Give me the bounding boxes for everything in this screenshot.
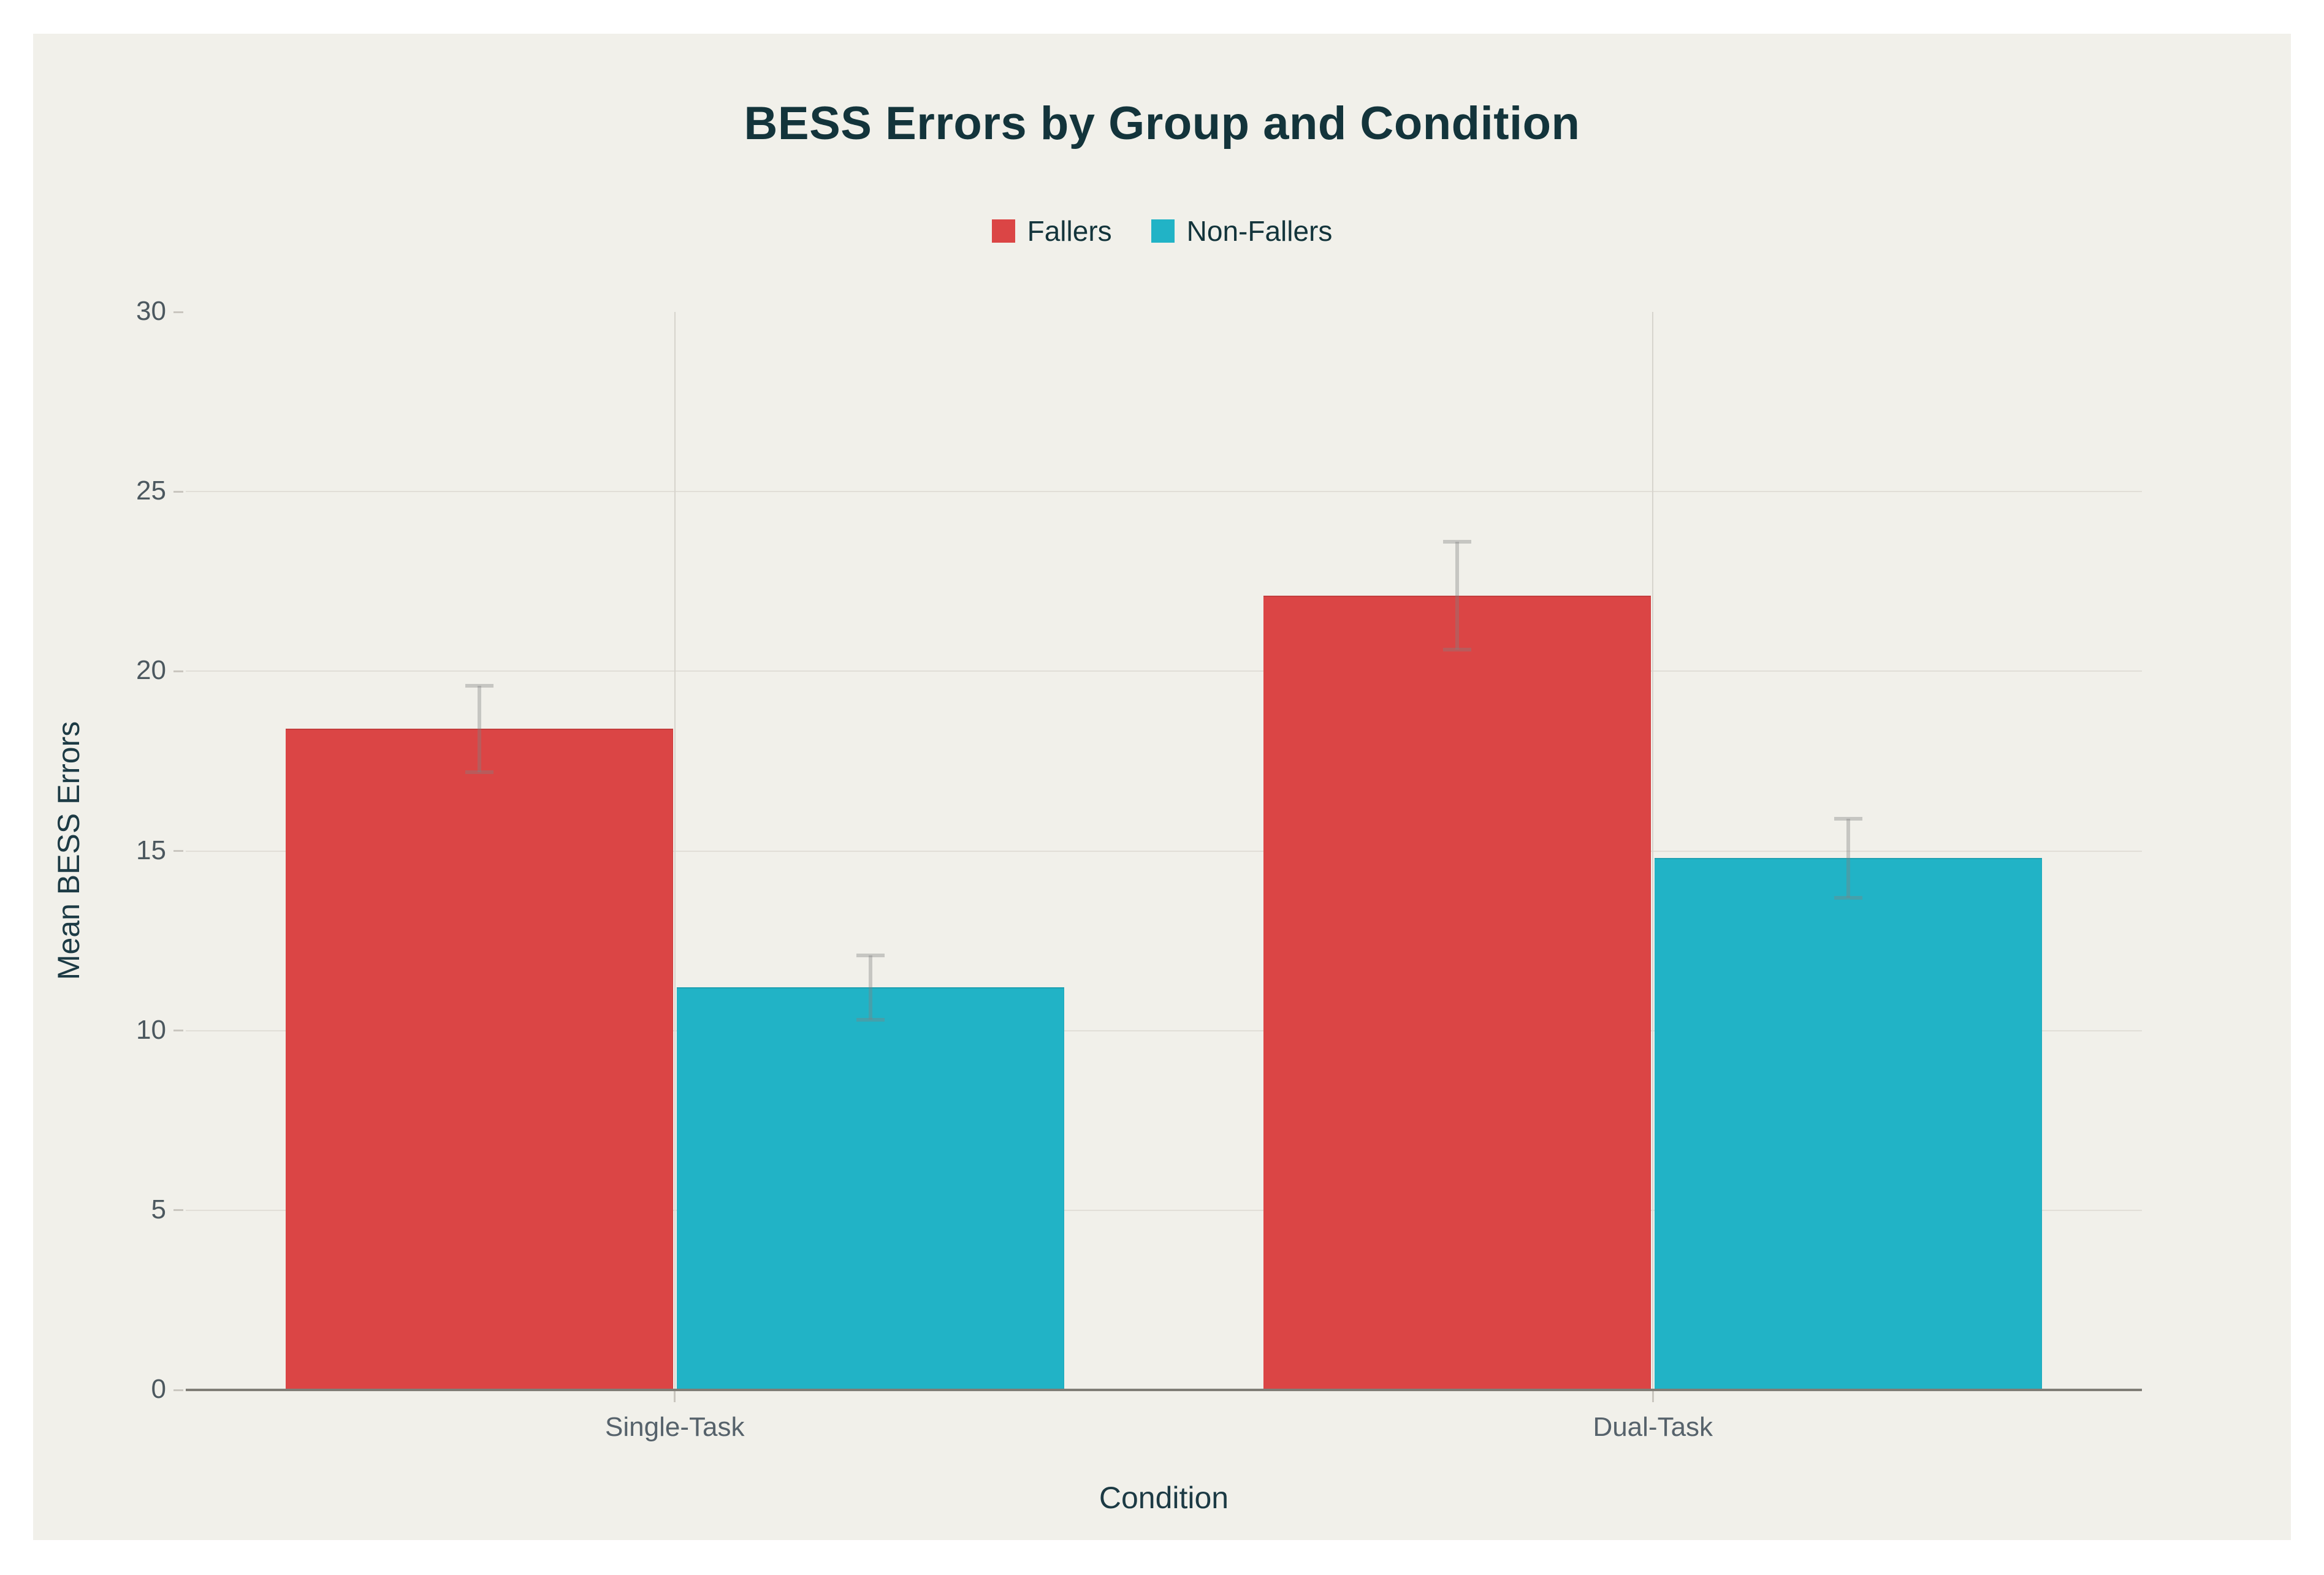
error-bar-cap	[465, 770, 493, 774]
y-gridline	[186, 491, 2142, 493]
legend-item-non-fallers[interactable]: Non-Fallers	[1151, 214, 1333, 248]
y-gridline	[186, 670, 2142, 672]
y-tick-label: 30	[136, 296, 166, 326]
y-tick-mark	[173, 311, 183, 313]
bar-non-fallers-dual-task[interactable]	[1655, 858, 2043, 1390]
x-gridline	[674, 312, 676, 1390]
error-bar-whisker	[1455, 542, 1460, 650]
error-bar-cap	[856, 953, 885, 957]
y-tick-mark	[173, 850, 183, 852]
x-tick-label-dual-task: Dual-Task	[1593, 1412, 1713, 1442]
error-bar-cap	[856, 1018, 885, 1022]
error-bar-cap	[1443, 540, 1472, 544]
y-gridline	[186, 850, 2142, 852]
error-bar-whisker	[477, 685, 481, 772]
error-bar-cap	[1834, 895, 1863, 900]
y-gridline	[186, 1209, 2142, 1211]
y-tick-mark	[173, 1030, 183, 1032]
legend-swatch-icon	[1151, 219, 1175, 243]
y-tick-label: 10	[136, 1014, 166, 1045]
y-gridline	[186, 1030, 2142, 1031]
error-bar-whisker	[1846, 818, 1851, 898]
bar-fallers-dual-task[interactable]	[1263, 596, 1652, 1390]
y-tick-mark	[173, 1209, 183, 1212]
error-bar-cap	[1834, 816, 1863, 821]
y-tick-mark	[173, 670, 183, 672]
x-tick-label-single-task: Single-Task	[605, 1412, 745, 1442]
y-tick-label: 5	[151, 1194, 166, 1224]
x-axis-line	[186, 1389, 2142, 1391]
legend-item-fallers[interactable]: Fallers	[991, 214, 1112, 248]
bar-fallers-single-task[interactable]	[285, 729, 673, 1390]
x-axis-title: Condition	[1099, 1481, 1229, 1515]
x-gridline	[1652, 312, 1654, 1390]
x-tick-mark	[674, 1390, 676, 1402]
y-tick-label: 0	[151, 1374, 166, 1404]
chart-title: BESS Errors by Group and Condition	[744, 97, 1580, 150]
error-bar-cap	[1443, 648, 1472, 652]
error-bar-cap	[465, 683, 493, 688]
legend-label: Fallers	[1027, 215, 1112, 247]
error-bar-whisker	[868, 955, 872, 1020]
y-tick-label: 20	[136, 655, 166, 686]
y-tick-label: 25	[136, 476, 166, 506]
bar-non-fallers-single-task[interactable]	[676, 987, 1064, 1390]
legend-swatch-icon	[991, 219, 1015, 243]
legend: Fallers Non-Fallers	[33, 214, 2291, 248]
y-tick-label: 15	[136, 835, 166, 865]
legend-label: Non-Fallers	[1186, 215, 1333, 247]
x-tick-mark	[1652, 1390, 1654, 1402]
y-tick-mark	[173, 1389, 183, 1391]
y-tick-mark	[173, 490, 183, 493]
